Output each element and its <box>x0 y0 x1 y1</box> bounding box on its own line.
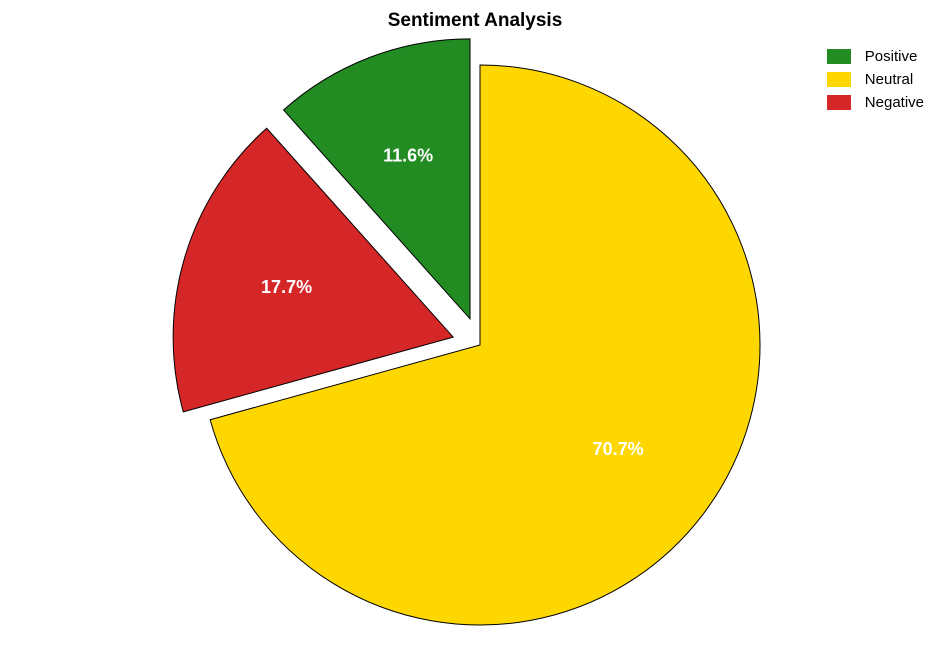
sentiment-pie-chart: Sentiment Analysis 70.7%17.7%11.6% Posit… <box>0 0 950 662</box>
legend-label: Negative <box>865 94 924 111</box>
legend-swatch <box>827 49 851 64</box>
slice-label-neutral: 70.7% <box>593 439 644 459</box>
legend-label: Neutral <box>865 71 913 88</box>
legend-swatch <box>827 95 851 110</box>
legend-swatch <box>827 72 851 87</box>
slice-label-negative: 17.7% <box>261 277 312 297</box>
legend-label: Positive <box>865 48 918 65</box>
slice-label-positive: 11.6% <box>383 145 433 165</box>
legend-item-positive: Positive <box>827 48 924 65</box>
legend-item-negative: Negative <box>827 94 924 111</box>
legend: Positive Neutral Negative <box>827 48 924 117</box>
legend-item-neutral: Neutral <box>827 71 924 88</box>
pie-svg: 70.7% 17.7% 11.6% <box>0 0 950 662</box>
